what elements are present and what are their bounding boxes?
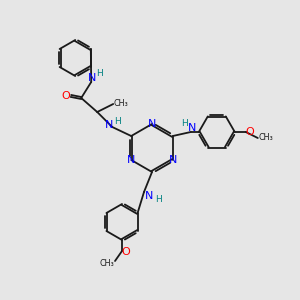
- Text: O: O: [122, 247, 130, 257]
- Text: CH₃: CH₃: [114, 100, 129, 109]
- Text: N: N: [145, 191, 153, 201]
- Text: H: H: [154, 196, 161, 205]
- Text: N: N: [88, 73, 96, 83]
- Text: H: H: [114, 116, 121, 125]
- Text: N: N: [105, 120, 113, 130]
- Text: N: N: [148, 119, 156, 129]
- Text: N: N: [188, 123, 196, 133]
- Text: H: H: [182, 119, 188, 128]
- Text: O: O: [245, 127, 254, 137]
- Text: N: N: [169, 155, 177, 165]
- Text: O: O: [62, 91, 70, 101]
- Text: N: N: [127, 155, 135, 165]
- Text: H: H: [96, 70, 103, 79]
- Text: CH₃: CH₃: [258, 134, 273, 142]
- Text: CH₃: CH₃: [100, 259, 114, 268]
